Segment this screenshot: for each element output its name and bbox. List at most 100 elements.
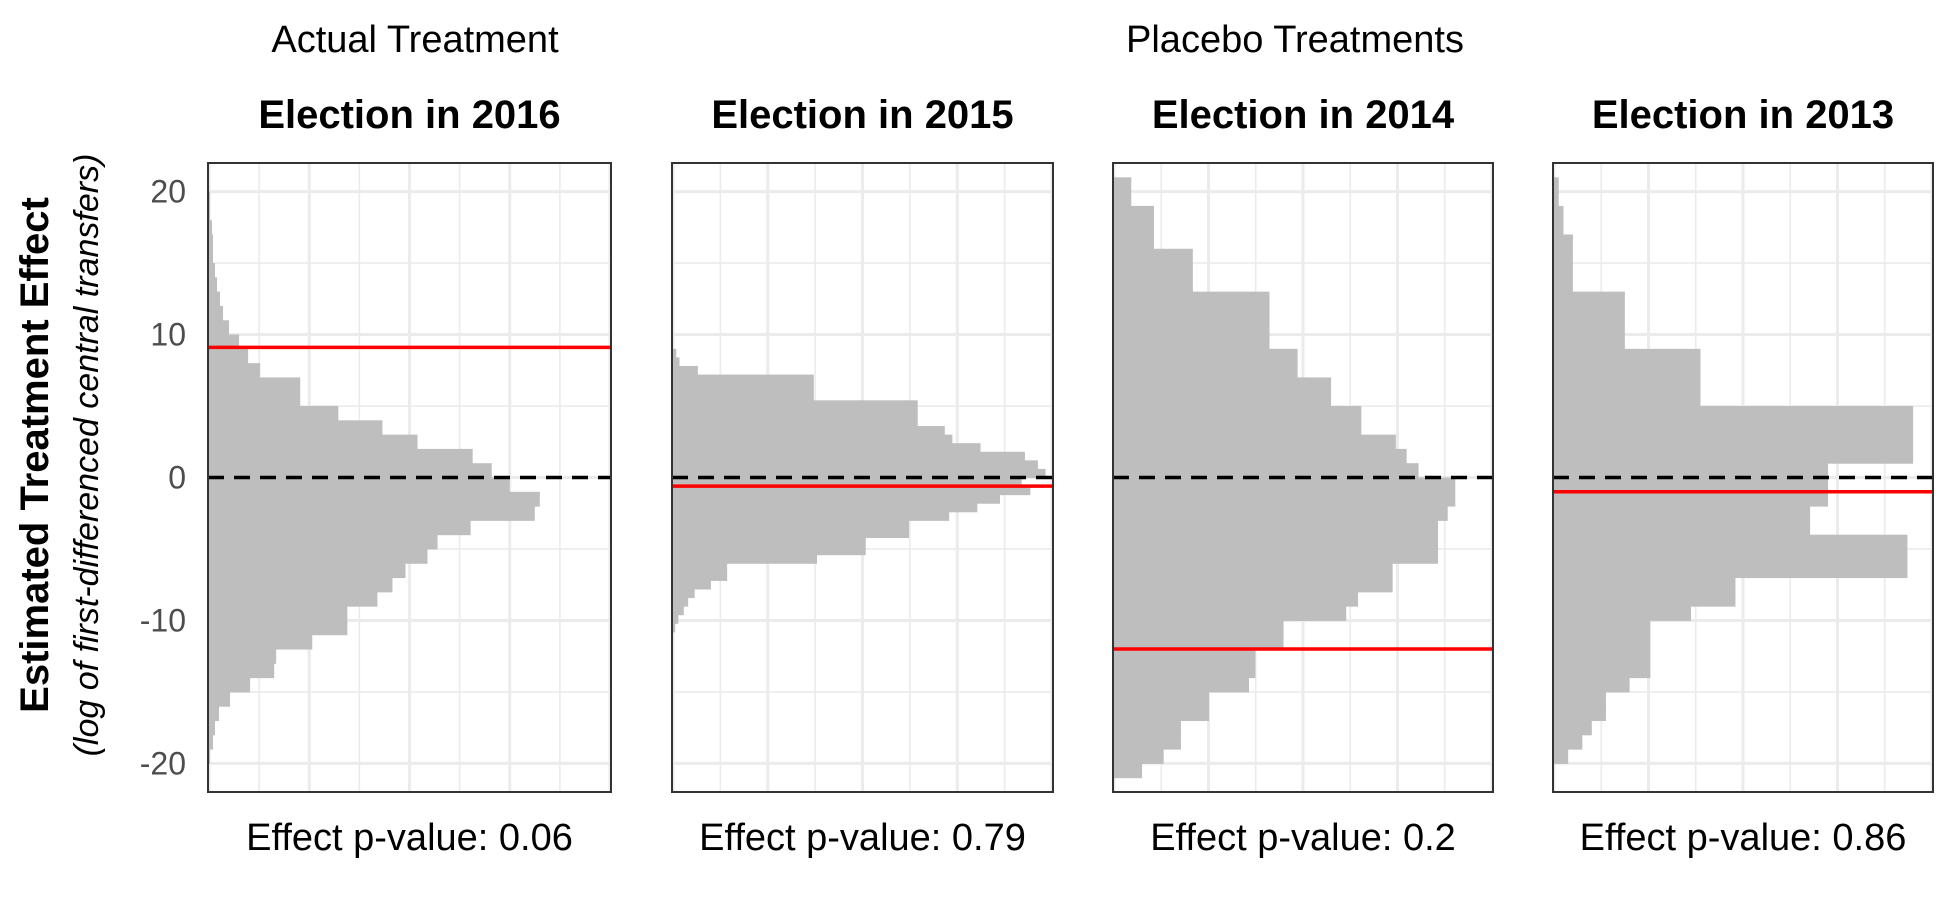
- histogram-bar: [1554, 177, 1559, 193]
- histogram-bar: [1554, 220, 1564, 235]
- histogram-bar: [673, 614, 679, 624]
- histogram-bar: [673, 426, 945, 436]
- histogram-bar: [1554, 691, 1606, 707]
- panel-3: Election in 2014 Effect p-value: 0.2: [1112, 93, 1494, 859]
- histogram-bar: [209, 720, 216, 736]
- histogram-bar: [1554, 634, 1651, 650]
- histogram-bar: [1554, 320, 1625, 336]
- p-value-label: Effect p-value: 0.06: [246, 817, 573, 859]
- histogram-bar: [209, 577, 393, 593]
- histogram-bar: [209, 448, 473, 464]
- histogram-bar: [209, 434, 418, 450]
- histogram-bar: [1554, 406, 1914, 421]
- histogram-bar: [1114, 677, 1249, 693]
- histogram-bar: [1554, 305, 1625, 321]
- histogram-bar: [673, 623, 676, 633]
- histogram-bar: [673, 580, 711, 590]
- histogram-bar: [673, 503, 978, 513]
- histogram-bar: [1554, 363, 1701, 378]
- histogram-bar: [673, 589, 695, 599]
- y-axis-ticks: 20 10 0 -10 -20: [140, 174, 186, 782]
- histogram-bar: [1114, 706, 1210, 722]
- histogram-bar: [209, 506, 535, 521]
- histogram-bar: [673, 391, 814, 401]
- histogram-bar: [673, 537, 866, 547]
- histogram-bar: [209, 591, 378, 607]
- panel-border: [1552, 162, 1934, 793]
- histogram-bar: [209, 391, 301, 407]
- panel-title: Election in 2013: [1592, 93, 1894, 137]
- histogram-bar: [673, 365, 698, 376]
- histogram-bar: [673, 606, 684, 616]
- histogram-bar: [209, 363, 261, 378]
- histogram-bar: [1114, 263, 1193, 278]
- histogram-bar: [673, 597, 689, 607]
- histogram-bar: [209, 734, 214, 750]
- histogram-bar: [673, 357, 680, 367]
- histogram-bar: [1554, 191, 1559, 207]
- y-tick-label: -20: [140, 745, 186, 781]
- histogram-bar: [1554, 434, 1914, 450]
- histogram-bar: [1554, 263, 1573, 278]
- histogram-bar: [209, 406, 339, 421]
- histogram-bar: [1554, 420, 1914, 436]
- histogram-bar: [1554, 563, 1908, 579]
- histogram-bar: [1554, 477, 1829, 493]
- histogram-bar: [209, 305, 224, 321]
- histogram-bar: [1114, 205, 1154, 221]
- histogram-bar: [1554, 720, 1592, 736]
- histogram-bar: [1114, 477, 1456, 493]
- histogram-bar: [673, 511, 950, 521]
- histogram-bar: [1554, 663, 1651, 679]
- histogram-bar: [209, 491, 540, 507]
- histogram-bar: [209, 205, 211, 221]
- histogram-bar: [209, 706, 220, 722]
- histogram-bar: [209, 348, 249, 364]
- histogram-bar: [209, 520, 471, 536]
- histogram-bar: [209, 649, 277, 664]
- histogram-bar: [1114, 577, 1393, 593]
- plot-area: [208, 163, 611, 792]
- histogram-bar: [209, 334, 240, 350]
- histogram-bar: [1114, 720, 1181, 736]
- histogram-bar: [1114, 591, 1359, 607]
- y-axis-sublabel: (log of first-differenced central transf…: [68, 154, 106, 757]
- histogram-bar: [1114, 520, 1438, 536]
- histogram-bar: [209, 634, 313, 650]
- panel-title: Election in 2014: [1152, 93, 1455, 137]
- histogram-bar: [1114, 377, 1332, 393]
- histogram-bar: [1114, 420, 1362, 436]
- histogram-bar: [1114, 277, 1193, 293]
- histogram-bar: [673, 443, 981, 453]
- histogram-bar: [209, 620, 348, 636]
- histogram-bar: [1554, 277, 1573, 293]
- histogram-bar: [1114, 763, 1143, 779]
- plot-area: [1113, 163, 1493, 792]
- plot-area: [672, 163, 1053, 792]
- histogram-bar: [1114, 463, 1419, 478]
- histogram-bar: [209, 677, 251, 693]
- histogram-bar: [1554, 205, 1564, 221]
- histogram-bar: [673, 468, 1046, 478]
- panel-4: Election in 2013 Effect p-value: 0.86: [1552, 93, 1934, 859]
- histogram-bar: [1114, 606, 1347, 621]
- p-value-label: Effect p-value: 0.86: [1580, 817, 1907, 859]
- histogram-bar: [209, 220, 213, 235]
- histogram-bar: [1114, 749, 1164, 764]
- histogram-bar: [673, 494, 1001, 504]
- histogram-bar: [1114, 406, 1362, 421]
- panel-2: Election in 2015 Effect p-value: 0.79: [671, 93, 1054, 859]
- histogram-bar: [1114, 191, 1132, 207]
- histogram-bar: [1554, 606, 1692, 621]
- histogram-bar: [1114, 348, 1298, 364]
- histogram-bar: [1554, 391, 1701, 407]
- histogram-bar: [673, 460, 1038, 470]
- histogram-bar: [673, 383, 814, 393]
- histogram-bar: [673, 477, 1022, 487]
- histogram-bar: [673, 528, 910, 539]
- histogram-bar: [1554, 491, 1829, 507]
- histogram-bar: [209, 691, 231, 707]
- histogram-bar: [673, 417, 918, 427]
- histogram-bar: [1554, 448, 1914, 464]
- y-axis-label-group: Estimated Treatment Effect (log of first…: [13, 154, 106, 757]
